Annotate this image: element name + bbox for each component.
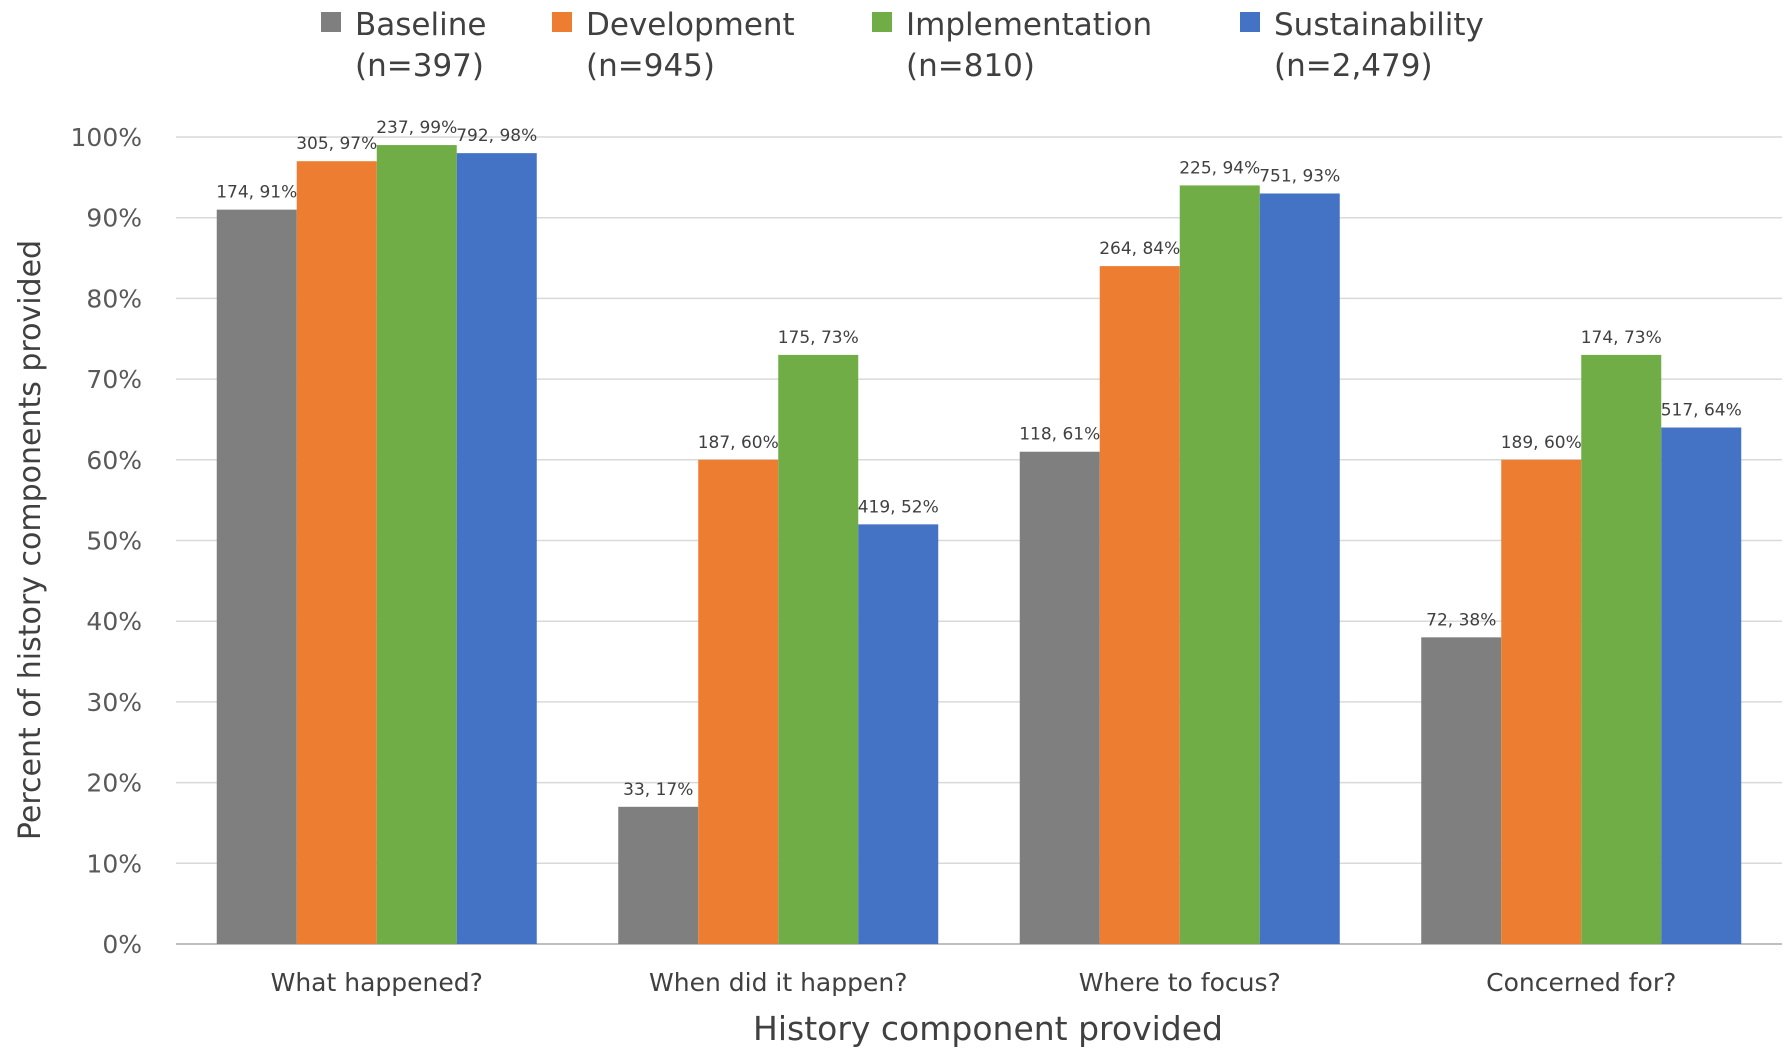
bar-baseline-1	[216, 209, 297, 944]
legend-sample-size: (n=810)	[906, 48, 1035, 84]
chart-data-labels: 174, 91% 305, 97%237, 99%792, 98% 33, 17% 1…	[216, 118, 1742, 800]
bar-development-3	[1099, 266, 1180, 944]
data-label: 174, 73%	[1581, 328, 1662, 348]
chart-legend: Baseline (n=397) Development (n=945) Impleme…	[321, 7, 1484, 84]
data-label: 189, 60%	[1501, 433, 1582, 453]
data-label: 187, 60%	[698, 433, 779, 453]
legend-sample-size: (n=397)	[355, 48, 484, 84]
legend-swatch-baseline	[321, 12, 341, 32]
data-label: 175, 73%	[778, 328, 859, 348]
data-label: 517, 64%	[1661, 401, 1742, 421]
y-tick-label: 70%	[86, 365, 142, 394]
y-tick-label: 50%	[86, 527, 142, 556]
bar-development-4	[1501, 459, 1582, 944]
bar-sustainability-4	[1661, 427, 1742, 944]
x-axis-title: History component provided	[753, 1009, 1223, 1048]
y-tick-label: 100%	[71, 123, 142, 152]
bar-sustainability-2	[858, 524, 939, 944]
y-axis-title: Percent of history components provided	[13, 240, 48, 840]
legend-swatch-implementation	[872, 12, 892, 32]
x-category-label: When did it happen?	[649, 968, 907, 997]
y-tick-label: 20%	[86, 769, 142, 798]
bar-baseline-2	[618, 806, 699, 944]
y-axis-ticks: 0% 10% 20% 30% 40% 50% 60% 70% 80% 90% 100%	[71, 123, 142, 959]
bar-sustainability-3	[1259, 193, 1340, 945]
x-category-label: What happened?	[271, 968, 483, 997]
bar-baseline-3	[1019, 451, 1100, 944]
data-label: 33, 17%	[623, 780, 693, 800]
y-tick-label: 0%	[102, 930, 142, 959]
data-label: 225, 94%	[1179, 158, 1260, 178]
legend-label: Implementation	[906, 7, 1152, 43]
y-tick-label: 40%	[86, 607, 142, 636]
legend-swatch-sustainability	[1240, 12, 1260, 32]
bar-development-2	[698, 459, 779, 944]
x-category-label: Where to focus?	[1079, 968, 1281, 997]
bar-implementation-3	[1179, 185, 1260, 945]
x-category-label: Concerned for?	[1486, 968, 1676, 997]
data-label: 792, 98%	[456, 126, 537, 146]
y-tick-label: 90%	[86, 204, 142, 233]
data-label: 264, 84%	[1099, 239, 1180, 259]
data-label: 118, 61%	[1019, 425, 1100, 445]
y-tick-label: 10%	[86, 849, 142, 878]
bar-implementation-2	[778, 354, 859, 944]
legend-sample-size: (n=2,479)	[1274, 48, 1433, 84]
bar-baseline-4	[1421, 637, 1502, 944]
data-label: 419, 52%	[858, 497, 939, 517]
data-label: 174, 91%	[216, 183, 297, 203]
data-label: 72, 38%	[1426, 610, 1496, 630]
data-label: 751, 93%	[1259, 166, 1340, 186]
data-label: 305, 97%	[296, 134, 377, 154]
y-tick-label: 30%	[86, 688, 142, 717]
legend-label: Sustainability	[1274, 7, 1484, 43]
y-tick-label: 80%	[86, 284, 142, 313]
legend-sample-size: (n=945)	[586, 48, 715, 84]
legend-swatch-development	[552, 12, 572, 32]
data-label: 237, 99%	[376, 118, 457, 138]
bar-implementation-4	[1581, 354, 1662, 944]
chart-bars	[216, 145, 1742, 945]
legend-label: Baseline	[355, 7, 486, 43]
y-tick-label: 60%	[86, 446, 142, 475]
legend-label: Development	[586, 7, 795, 43]
bar-development-1	[296, 161, 377, 944]
bar-sustainability-1	[456, 153, 537, 944]
bar-implementation-1	[376, 145, 457, 944]
x-axis-categories: What happened? When did it happen? Where t…	[271, 968, 1677, 997]
